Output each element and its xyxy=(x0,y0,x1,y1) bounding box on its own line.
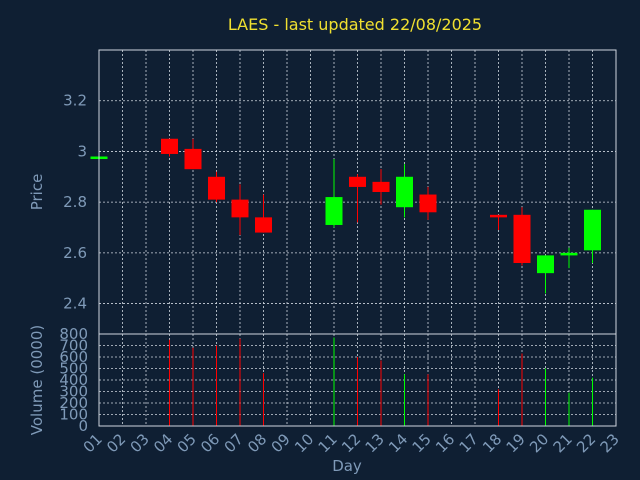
candle-body xyxy=(537,255,554,274)
price-tick-label: 2.4 xyxy=(63,295,87,313)
volume-axis-label: Volume (0000) xyxy=(28,325,46,435)
candle-body xyxy=(513,214,531,263)
candle-body xyxy=(396,176,413,208)
price-panel: 2.4 2.6 2.8 3 3.2 Price xyxy=(28,49,617,335)
x-axis-label: Day xyxy=(332,457,362,475)
candle-body xyxy=(584,209,601,251)
candle-body xyxy=(255,217,272,233)
x-axis-ticks: 0102030405060708091011121314151617181920… xyxy=(80,430,623,456)
volume-panel-frame xyxy=(98,333,617,427)
volume-tick-label: 400 xyxy=(59,371,88,389)
candle-body xyxy=(325,197,343,225)
price-tick-label: 2.8 xyxy=(63,193,87,211)
volume-tick-label: 200 xyxy=(59,394,88,412)
volume-tick-label: 700 xyxy=(59,337,88,355)
volume-bars xyxy=(169,337,593,426)
chart-title: LAES - last updated 22/08/2025 xyxy=(228,15,482,34)
price-tick-label: 2.6 xyxy=(63,244,87,262)
candle-body xyxy=(208,176,225,200)
price-tick-label: 3 xyxy=(77,142,87,160)
candle-body xyxy=(560,252,578,256)
price-tick-label: 3.2 xyxy=(63,92,87,110)
candle-body xyxy=(231,199,249,218)
candles xyxy=(90,138,601,294)
price-axis-ticks: 2.4 2.6 2.8 3 3.2 xyxy=(63,92,87,313)
candle-body xyxy=(490,214,507,218)
candle-body xyxy=(184,148,202,170)
candle-body xyxy=(161,138,178,154)
candle-body xyxy=(349,176,366,187)
volume-tick-label: 600 xyxy=(59,348,88,366)
volume-tick-label: 0 xyxy=(78,417,88,435)
price-axis-label: Price xyxy=(28,174,46,211)
candle-body xyxy=(419,194,437,213)
candle-body xyxy=(372,181,390,192)
volume-tick-label: 300 xyxy=(59,383,88,401)
volume-tick-label: 800 xyxy=(59,325,88,343)
volume-tick-label: 100 xyxy=(59,406,88,424)
volume-tick-label: 500 xyxy=(59,360,88,378)
